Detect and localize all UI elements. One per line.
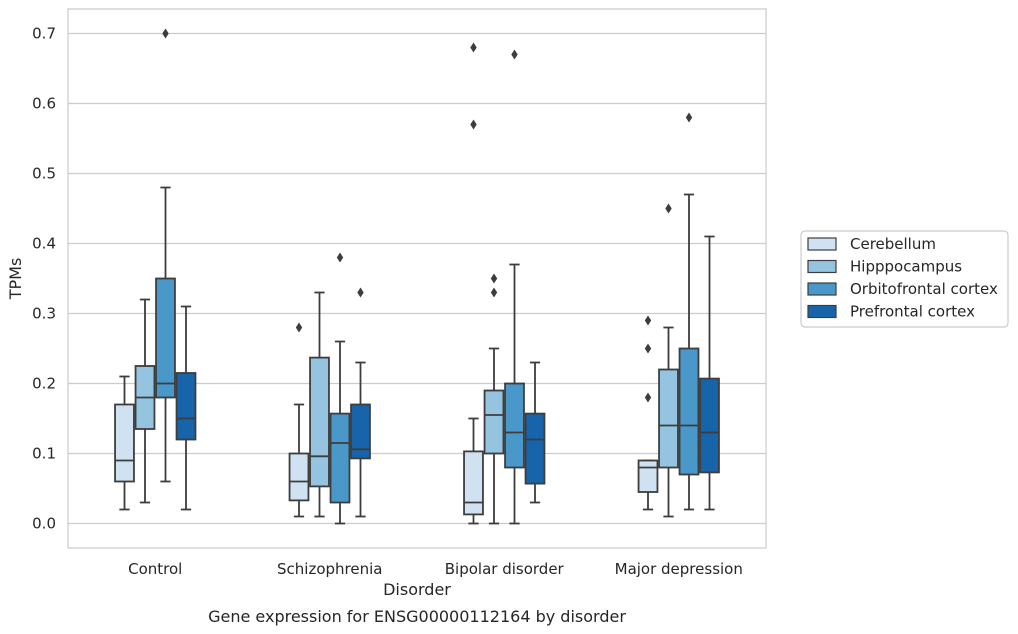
outlier-point bbox=[511, 49, 518, 60]
box-iqr bbox=[504, 382, 525, 469]
x-tick-labels: Control Schizophrenia Bipolar disorder Majo… bbox=[128, 560, 743, 578]
legend-frame bbox=[800, 230, 1009, 328]
y-tick-label: 0.4 bbox=[32, 235, 56, 253]
x-axis-label: Disorder bbox=[383, 580, 451, 599]
box-prefrontal-cortex bbox=[699, 235, 720, 511]
box-orbitofrontal-cortex bbox=[329, 252, 351, 525]
box-iqr bbox=[678, 347, 700, 476]
legend-swatch bbox=[807, 304, 837, 319]
chart-caption: Gene expression for ENSG00000112164 by d… bbox=[208, 607, 626, 626]
y-tick-label: 0.3 bbox=[32, 305, 56, 323]
box-cerebellum bbox=[114, 375, 135, 511]
outlier-point bbox=[644, 392, 652, 403]
outlier-point bbox=[162, 28, 169, 39]
x-tick-label: Bipolar disorder bbox=[445, 560, 565, 578]
y-tick-label: 0.6 bbox=[32, 95, 56, 113]
legend-swatch bbox=[807, 282, 837, 296]
outlier-point bbox=[644, 315, 652, 326]
legend-swatch bbox=[807, 259, 837, 274]
box-cerebellum bbox=[637, 315, 659, 511]
y-tick-label: 0.1 bbox=[32, 445, 56, 463]
box-iqr bbox=[329, 412, 351, 504]
outlier-point bbox=[295, 322, 303, 333]
outlier-point bbox=[644, 343, 652, 354]
box-orbitofrontal-cortex bbox=[678, 112, 700, 511]
box-cerebellum bbox=[288, 322, 310, 518]
box-iqr bbox=[288, 452, 310, 502]
box-hipppocampus bbox=[658, 203, 679, 518]
x-tick-label: Major depression bbox=[615, 560, 743, 578]
outlier-point bbox=[357, 287, 364, 298]
outlier-point bbox=[470, 42, 477, 53]
box-hipppocampus bbox=[309, 291, 330, 518]
box-prefrontal-cortex bbox=[524, 361, 546, 504]
outlier-point bbox=[490, 287, 498, 298]
outlier-point bbox=[336, 252, 344, 263]
box-iqr bbox=[309, 356, 330, 488]
box-iqr bbox=[699, 377, 720, 474]
plot-frame bbox=[67, 8, 767, 549]
legend-label: Orbitofrontal cortex bbox=[850, 280, 998, 298]
legend-label: Prefrontal cortex bbox=[850, 303, 975, 321]
outlier-point bbox=[685, 112, 693, 123]
y-tick-label: 0.7 bbox=[32, 25, 56, 43]
box-groups bbox=[114, 28, 720, 525]
outlier-point bbox=[470, 119, 477, 130]
box-prefrontal-cortex bbox=[175, 305, 197, 511]
box-iqr bbox=[114, 403, 135, 483]
box-iqr bbox=[350, 403, 371, 460]
y-tick-labels: 0.0 0.1 0.2 0.3 0.4 0.5 0.6 0.7 bbox=[32, 25, 56, 533]
legend: Cerebellum Hipppocampus Orbitofrontal cort… bbox=[800, 230, 1009, 328]
y-axis-label: TPMs bbox=[6, 258, 25, 301]
box-hipppocampus bbox=[134, 298, 156, 504]
box-iqr bbox=[637, 459, 659, 493]
legend-label: Cerebellum bbox=[850, 235, 936, 253]
outlier-point bbox=[490, 273, 498, 284]
box-orbitofrontal-cortex bbox=[155, 28, 176, 483]
y-tick-label: 0.2 bbox=[32, 375, 56, 393]
x-tick-label: Control bbox=[128, 560, 182, 578]
box-orbitofrontal-cortex bbox=[504, 49, 525, 525]
x-tick-label: Schizophrenia bbox=[277, 560, 382, 578]
box-iqr bbox=[155, 277, 176, 399]
y-tick-label: 0.5 bbox=[32, 165, 56, 183]
box-iqr bbox=[658, 368, 679, 469]
legend-swatch bbox=[807, 237, 837, 251]
box-iqr bbox=[524, 412, 546, 485]
box-hipppocampus bbox=[483, 273, 505, 525]
outlier-point bbox=[665, 203, 672, 214]
box-iqr bbox=[175, 372, 197, 441]
legend-label: Hipppocampus bbox=[850, 258, 962, 276]
box-cerebellum bbox=[463, 42, 484, 525]
box-prefrontal-cortex bbox=[350, 287, 371, 518]
y-tick-label: 0.0 bbox=[32, 515, 56, 533]
box-iqr bbox=[483, 389, 505, 455]
box-iqr bbox=[463, 450, 484, 516]
